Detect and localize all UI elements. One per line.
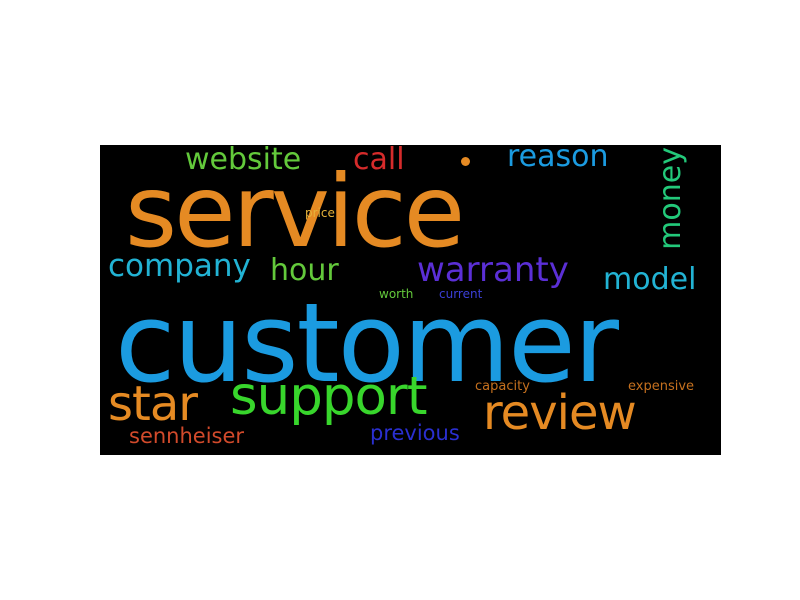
word-cloud: service customer support review star war… (100, 145, 721, 455)
word-model: model (603, 262, 697, 297)
word-expensive: expensive (628, 379, 695, 394)
word-call: call (353, 145, 405, 177)
word-money: money (653, 147, 688, 250)
word-reason: reason (507, 145, 609, 174)
word-worth: worth (379, 287, 414, 301)
word-warranty: warranty (417, 250, 569, 290)
dot-mark (461, 157, 470, 166)
word-review: review (483, 385, 637, 441)
word-hour: hour (270, 253, 339, 288)
word-capacity: capacity (475, 379, 530, 394)
word-company: company (108, 248, 251, 284)
word-website: website (185, 145, 302, 177)
word-current: current (439, 287, 483, 301)
word-star: star (108, 376, 198, 432)
word-previous: previous (370, 421, 460, 445)
word-sennheiser: sennheiser (129, 424, 245, 448)
word-support: support (230, 366, 427, 427)
word-customer: customer (115, 279, 619, 407)
word-price: price (305, 206, 335, 220)
word-service: service (125, 153, 465, 270)
